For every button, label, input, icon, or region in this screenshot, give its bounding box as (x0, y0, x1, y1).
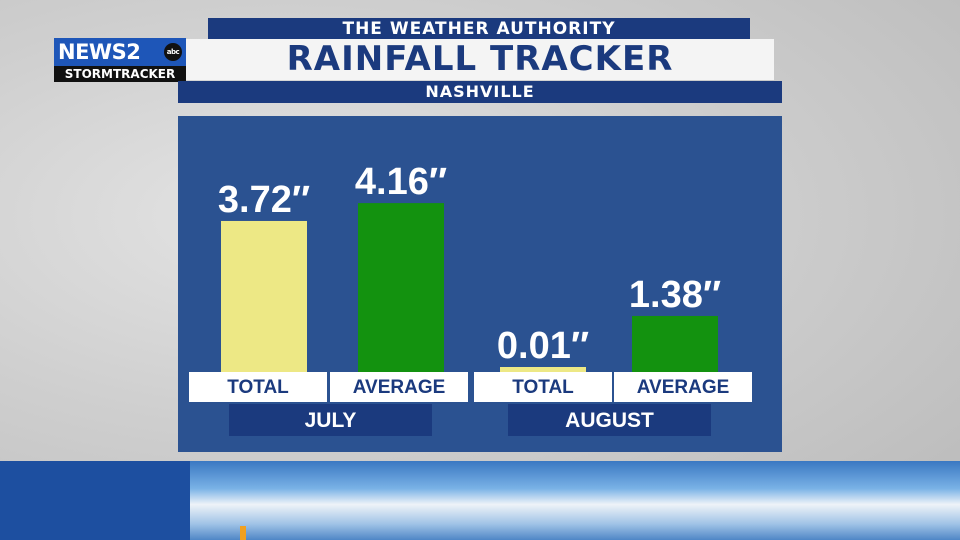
august-month-label: AUGUST (565, 409, 654, 432)
location-label: NASHVILLE (178, 81, 782, 103)
ticker-accent (240, 526, 246, 540)
logo-channel-number: 2 (126, 40, 141, 64)
july-total-category-label: TOTAL (227, 377, 289, 398)
chart-panel: 3.72″ TOTAL 4.16″ AVERAGE JULY 0.01″ TOTAL 1.38… (178, 116, 782, 452)
ticker-block (0, 461, 190, 540)
logo-brand: NEWS2 abc (54, 38, 186, 66)
august-total-category-label: TOTAL (512, 377, 574, 398)
july-average-value-label: 4.16″ (355, 161, 447, 203)
july-month-label: JULY (305, 409, 357, 432)
july-average-category-label: AVERAGE (353, 377, 446, 398)
july-total-bar (221, 220, 307, 372)
abc-logo-icon: abc (164, 43, 182, 61)
july-average-label-box (330, 372, 468, 402)
logo-subtitle: STORMTRACKER (54, 66, 186, 82)
august-average-category-label: AVERAGE (637, 377, 730, 398)
rainfall-bar-chart: 3.72″ TOTAL 4.16″ AVERAGE JULY 0.01″ TOTAL 1.38… (189, 161, 752, 436)
august-average-value-label: 1.38″ (629, 274, 721, 316)
logo-brand-text: NEWS (58, 40, 127, 64)
august-total-bar (500, 367, 586, 372)
july-total-value-label: 3.72″ (218, 179, 310, 221)
july-average-bar (358, 203, 444, 372)
august-total-value-label: 0.01″ (497, 325, 589, 367)
august-average-label-box (614, 372, 752, 402)
weather-authority-banner: THE WEATHER AUTHORITY (208, 18, 750, 40)
page-title: RAINFALL TRACKER (186, 39, 774, 80)
july-month-box (229, 404, 432, 436)
august-month-box (508, 404, 711, 436)
july-total-label-box (189, 372, 327, 402)
august-average-bar (632, 315, 718, 372)
august-total-label-box (474, 372, 612, 402)
news2-stormtracker-logo: NEWS2 abc STORMTRACKER (54, 38, 186, 84)
